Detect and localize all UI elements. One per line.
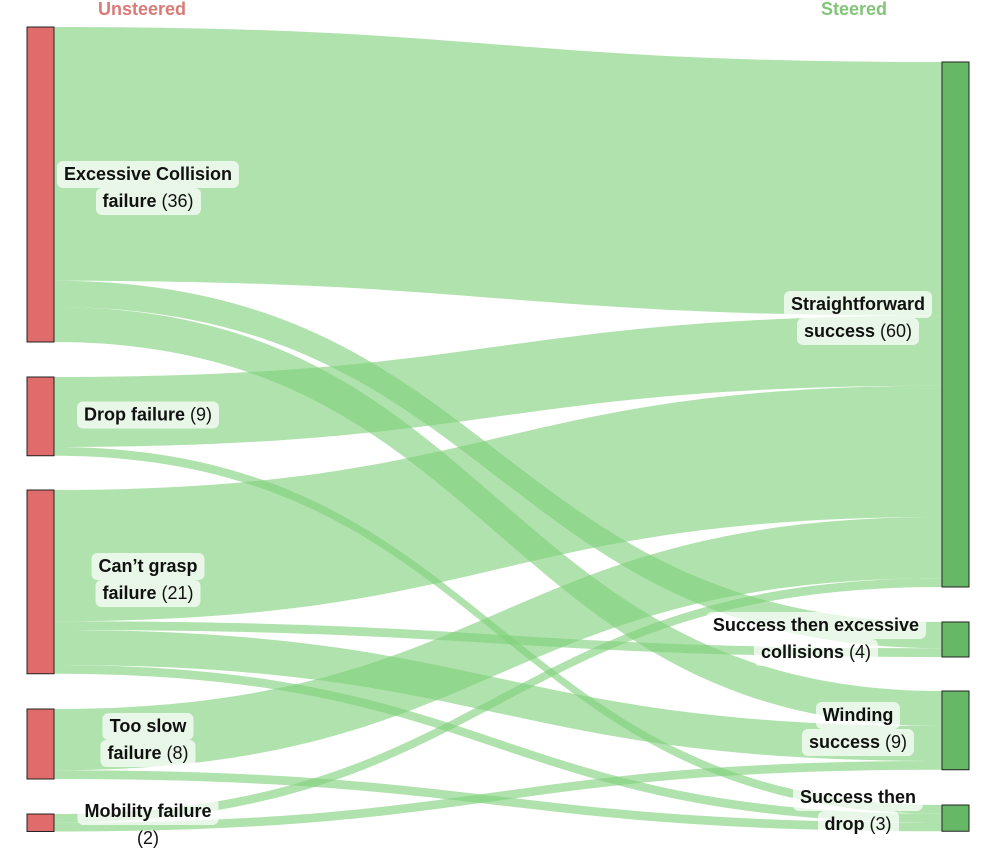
node-label-line2: drop <box>824 814 865 834</box>
node-label-line1: Excessive Collision <box>63 164 233 184</box>
node-count: (36) <box>161 191 194 211</box>
nodes <box>26 26 970 832</box>
flow-link <box>54 761 942 832</box>
left-node-label: Too slow failure (8) <box>100 713 196 767</box>
node-count: (9) <box>190 404 213 425</box>
flow-links <box>54 27 942 832</box>
left-node-bar <box>26 26 55 343</box>
left-node-label: Drop failure (9) <box>76 401 220 429</box>
node-label-line1: Success then excessive <box>712 615 920 635</box>
node-label-line1: Straightforward <box>790 294 926 314</box>
right-node-label: Straightforward success (60) <box>783 291 933 345</box>
node-count: (8) <box>166 743 189 763</box>
flow-link <box>54 630 942 761</box>
node-label-line2: failure <box>102 191 157 211</box>
node-count: (21) <box>161 583 194 603</box>
right-node-label: Success then excessive collisions (4) <box>705 612 927 666</box>
flow-link <box>54 385 942 622</box>
node-label-line2: collisions <box>760 642 845 662</box>
flow-link <box>54 27 942 316</box>
right-node-label: Winding success (9) <box>801 702 915 756</box>
left-node-label: Excessive Collision failure (36) <box>56 161 240 215</box>
flow-link <box>54 578 942 823</box>
node-label-line1: Can’t grasp <box>98 556 198 576</box>
left-node-bar <box>26 813 55 832</box>
node-label-line2: failure <box>107 743 162 763</box>
node-label-line2: success <box>803 321 876 341</box>
left-node-label: Can’t grasp failure (21) <box>91 553 205 607</box>
left-node-bar <box>26 376 55 457</box>
node-count: (60) <box>880 321 913 341</box>
node-count: (4) <box>849 642 872 662</box>
right-node-bar <box>941 621 970 658</box>
right-node-bar <box>941 690 970 771</box>
left-node-label: Mobility failure (2) <box>77 798 219 852</box>
node-label-line2: failure <box>102 583 157 603</box>
flow-link <box>54 665 942 823</box>
left-node-bar <box>26 489 55 675</box>
left-column-header: Unsteered <box>98 0 187 19</box>
node-label-line1: Success then <box>799 787 917 807</box>
flow-link <box>54 315 942 447</box>
node-label-line1: Too slow <box>109 716 187 736</box>
flow-link <box>54 770 942 832</box>
node-label-line1: Mobility failure <box>84 801 212 821</box>
flow-link <box>54 517 942 771</box>
node-count: (9) <box>885 732 908 752</box>
left-node-bar <box>26 708 55 780</box>
right-node-bar <box>941 61 970 588</box>
node-label-line1: Drop failure <box>83 404 185 425</box>
right-column-header: Steered <box>821 0 888 19</box>
node-label-line1: Winding <box>822 705 894 725</box>
node-label-line2: success <box>808 732 881 752</box>
right-node-bar <box>941 804 970 832</box>
node-count: (2) <box>136 828 159 848</box>
node-count: (3) <box>869 814 892 834</box>
right-node-label: Success then drop (3) <box>792 784 924 838</box>
